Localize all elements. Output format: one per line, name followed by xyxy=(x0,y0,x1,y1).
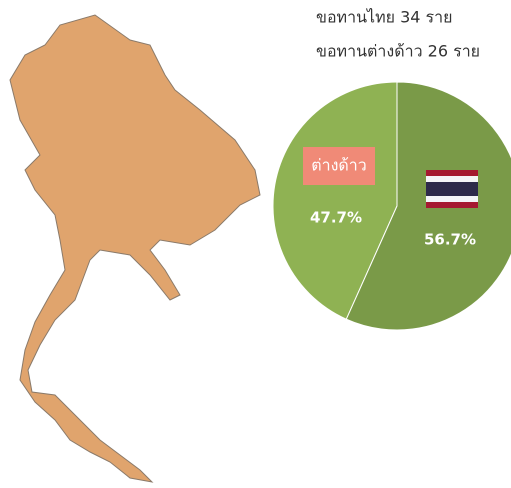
thailand-map xyxy=(9,14,261,483)
category-label: ต่างด้าว xyxy=(311,156,367,175)
value-label: 56.7% xyxy=(424,231,476,249)
thai-flag xyxy=(426,170,478,208)
value-label: 47.7% xyxy=(310,209,362,227)
pie-slice xyxy=(272,81,432,320)
labels: 56.7% 47.7% ต่างด้าว xyxy=(303,147,478,249)
annotation: ขอทานต่างด้าว 26 ราย xyxy=(316,42,480,61)
annotation: ขอทานไทย 34 ราย xyxy=(316,8,452,27)
category-box xyxy=(303,147,375,185)
